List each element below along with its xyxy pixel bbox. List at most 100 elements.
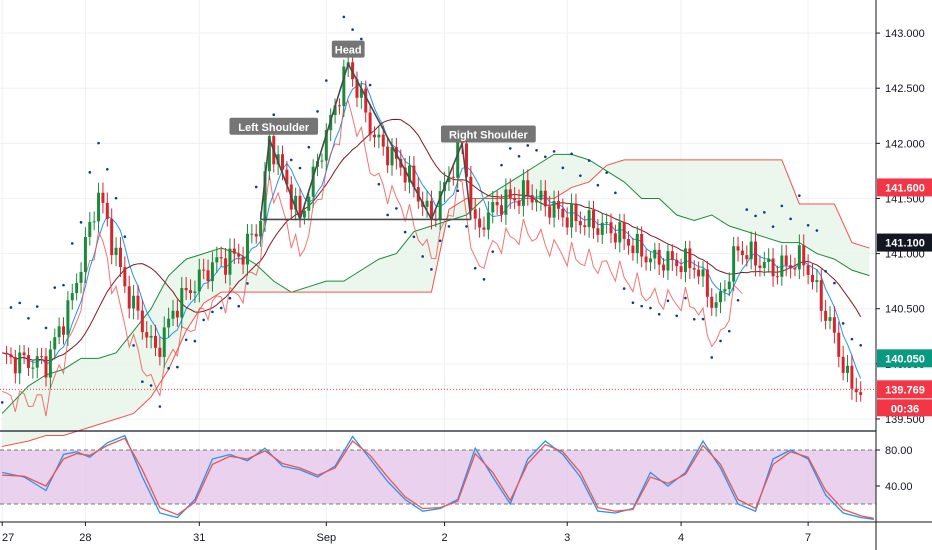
candle[interactable] [307,189,311,221]
candle[interactable] [245,223,249,276]
candle[interactable] [337,98,341,115]
candle[interactable] [587,200,591,238]
candle[interactable] [705,261,709,308]
candle[interactable] [784,244,788,277]
candle[interactable] [189,279,193,300]
candle[interactable] [114,237,118,267]
candle[interactable] [653,242,657,270]
candle[interactable] [754,231,758,277]
candle[interactable] [44,347,48,387]
candle[interactable] [228,238,232,286]
candle[interactable] [105,192,109,227]
candle[interactable] [802,234,806,277]
candle[interactable] [110,208,114,265]
candle[interactable] [627,230,631,255]
candle[interactable] [745,245,749,267]
candle[interactable] [364,80,368,123]
candle[interactable] [237,243,241,264]
candle[interactable] [565,207,569,235]
candle[interactable] [618,213,622,253]
candle[interactable] [202,258,206,280]
candle[interactable] [92,211,96,231]
candle[interactable] [666,244,670,280]
candle[interactable] [267,126,271,180]
candle[interactable] [789,254,793,279]
candle[interactable] [254,224,258,244]
candle[interactable] [679,258,683,280]
candle[interactable] [294,187,298,221]
candle[interactable] [53,328,57,360]
candle[interactable] [75,273,79,301]
annotation-label[interactable]: Right Shoulder [440,125,536,143]
candle[interactable] [224,247,228,284]
candle[interactable] [675,252,679,276]
candle[interactable] [648,251,652,271]
candle[interactable] [797,234,801,280]
candle[interactable] [846,354,850,383]
candle[interactable] [762,251,766,277]
candle[interactable] [859,381,863,402]
candle[interactable] [79,262,83,294]
candle[interactable] [736,236,740,262]
candle[interactable] [62,317,66,345]
candle[interactable] [552,190,556,228]
candle[interactable] [583,215,587,236]
candle[interactable] [609,213,613,244]
candle[interactable] [425,190,429,218]
candle[interactable] [31,359,35,379]
candle[interactable] [504,178,508,225]
candle[interactable] [171,299,175,327]
candle[interactable] [767,248,771,273]
candle[interactable] [657,242,661,275]
candle[interactable] [140,299,144,340]
candle[interactable] [732,236,736,292]
candle[interactable] [824,299,828,330]
candle[interactable] [342,59,346,117]
stoch-rsi-pane[interactable] [0,430,876,520]
candle[interactable] [83,227,87,283]
candle[interactable] [596,219,600,243]
candle[interactable] [793,257,797,277]
candle[interactable] [517,189,521,215]
candle[interactable] [683,240,687,283]
candle[interactable] [473,198,477,230]
candle[interactable] [145,321,149,349]
candle[interactable] [486,201,490,240]
candle[interactable] [570,193,574,238]
candle[interactable] [175,299,179,327]
candle[interactable] [482,216,486,237]
candle[interactable] [828,306,832,330]
candle[interactable] [197,258,201,303]
candle[interactable] [478,207,482,238]
candle[interactable] [298,187,302,228]
candle[interactable] [320,153,324,169]
candle[interactable] [780,244,784,286]
candle[interactable] [167,307,171,338]
candle[interactable] [635,226,639,264]
candle[interactable] [500,194,504,222]
candle[interactable] [521,169,525,217]
candle[interactable] [815,269,819,293]
candle[interactable] [670,244,674,271]
candle[interactable] [97,182,101,233]
candle[interactable] [631,237,635,261]
candle[interactable] [48,340,52,389]
candle[interactable] [123,256,127,293]
candle[interactable] [5,346,9,364]
candle[interactable] [438,180,442,231]
candle[interactable] [368,104,372,142]
candle[interactable] [543,180,547,217]
candle[interactable] [530,184,534,211]
candle[interactable] [324,123,328,171]
candle[interactable] [132,284,136,320]
candle[interactable] [403,158,407,192]
annotation-label[interactable]: Head [331,40,365,58]
candle[interactable] [688,240,692,280]
candle[interactable] [136,284,140,320]
candle[interactable] [219,246,223,267]
candle[interactable] [810,263,814,290]
candle[interactable] [548,195,552,225]
candle[interactable] [193,280,197,304]
candle[interactable] [574,193,578,232]
candle[interactable] [101,182,105,214]
